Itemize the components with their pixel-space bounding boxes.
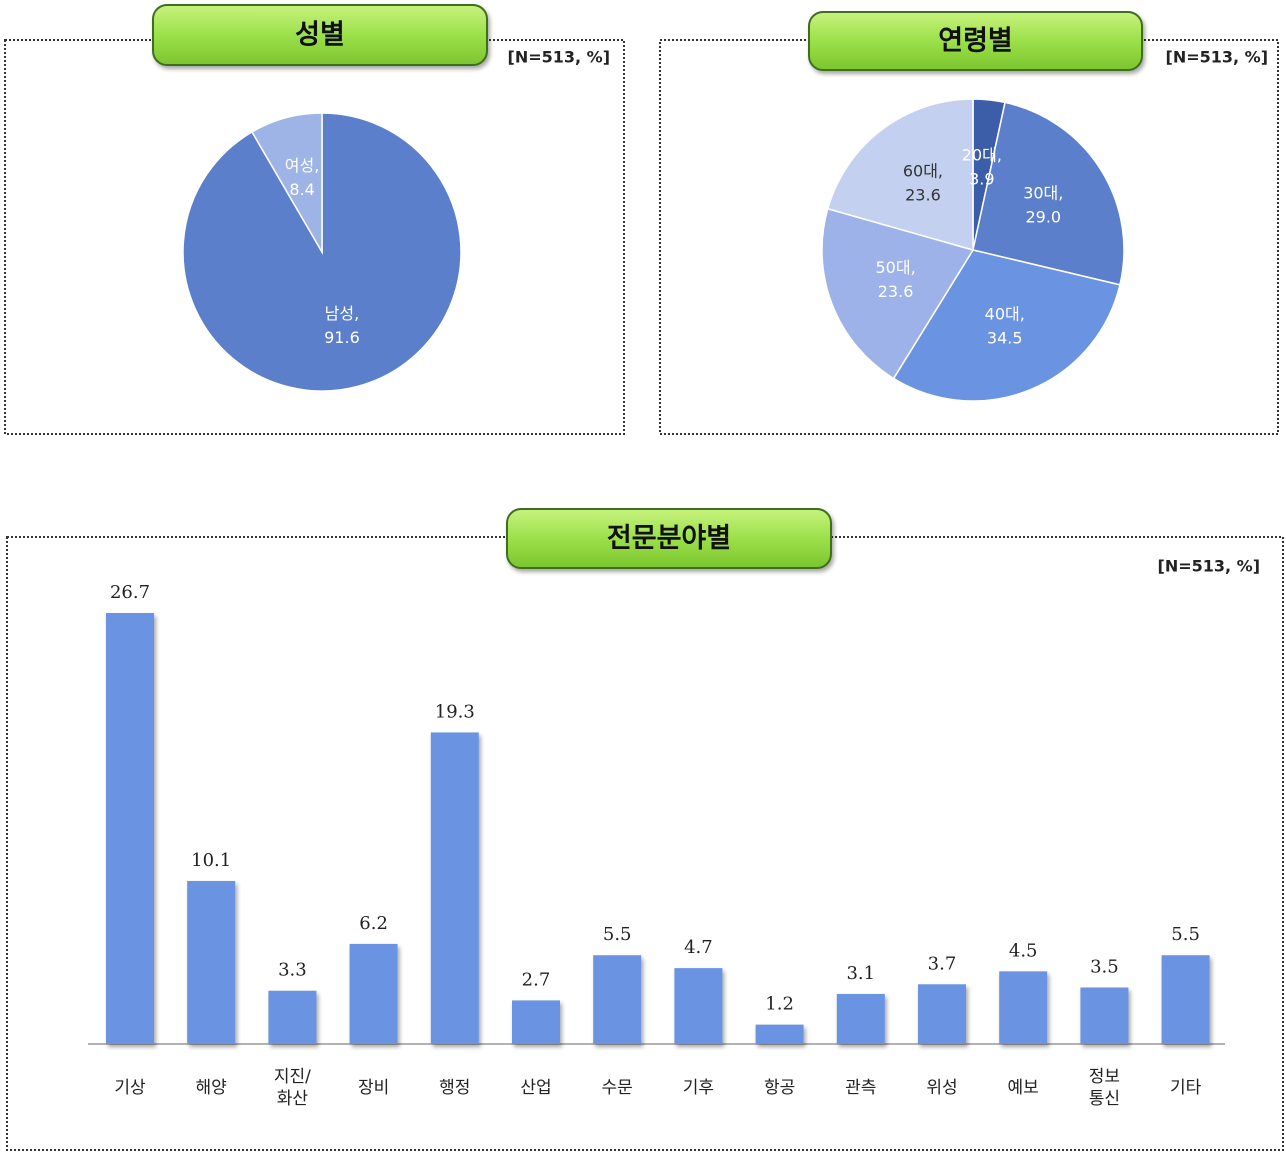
slice-category: 60대, — [903, 161, 943, 180]
slice-label: 남성, 91.6 — [324, 303, 360, 346]
slice-value: 29.0 — [1025, 207, 1061, 226]
bar — [268, 990, 317, 1044]
note: [N=513, %] — [1158, 557, 1261, 576]
value-label: 3.5 — [1090, 957, 1119, 978]
x-tick-label: 산업 — [520, 1078, 552, 1098]
slice-category: 30대, — [1023, 183, 1063, 202]
slice-label: 60대, 23.6 — [903, 161, 943, 204]
x-tick-label: 예보 — [1007, 1078, 1039, 1098]
value-label: 1.2 — [765, 994, 794, 1015]
bar — [999, 971, 1048, 1044]
pie-slice — [821, 207, 975, 380]
slice-value: 23.6 — [905, 185, 941, 204]
bar — [593, 955, 642, 1044]
x-tick-label: 위성 — [926, 1078, 958, 1098]
value-label: 19.3 — [435, 701, 475, 722]
pie-slice — [250, 112, 323, 255]
value-label: 2.7 — [522, 969, 551, 990]
bar — [106, 613, 154, 1044]
title-pill — [808, 11, 1143, 71]
slice-label: 40대, 34.5 — [985, 304, 1025, 347]
pie-slice — [972, 101, 1125, 286]
slice-value: 91.6 — [324, 327, 360, 346]
bar — [674, 968, 723, 1044]
value-label: 6.2 — [359, 913, 388, 934]
value-label: 4.7 — [684, 937, 713, 958]
slice-value: 3.9 — [969, 169, 994, 188]
x-tick-label: 행정 — [439, 1078, 471, 1098]
frame — [6, 536, 1284, 1151]
slice-value: 34.5 — [987, 328, 1023, 347]
value-label: 10.1 — [191, 850, 231, 871]
x-tick-label: 기후 — [682, 1078, 715, 1098]
slice-label: 20대, 3.9 — [962, 145, 1002, 188]
bar — [918, 984, 966, 1044]
slice-category: 남성, — [325, 303, 360, 322]
chart-title: 성별 — [295, 20, 345, 51]
value-label: 3.7 — [928, 953, 957, 974]
x-tick-label: 항공 — [763, 1078, 796, 1098]
value-label: 3.1 — [846, 963, 875, 984]
bar — [1161, 955, 1210, 1044]
chart-title: 전문분야별 — [607, 523, 731, 554]
note: [N=513, %] — [508, 48, 611, 67]
x-tick-label: 정보 통신 — [1088, 1067, 1121, 1109]
x-tick-label: 수문 — [601, 1078, 633, 1098]
title-pill — [152, 4, 488, 66]
bar — [430, 732, 479, 1044]
x-tick-label: 관측 — [845, 1078, 877, 1098]
note: [N=513, %] — [1166, 48, 1269, 67]
x-tick-label: 장비 — [357, 1078, 390, 1098]
value-label: 4.5 — [1009, 940, 1038, 961]
value-label: 5.5 — [1171, 924, 1200, 945]
slice-category: 여성, — [285, 156, 320, 175]
title-pill — [506, 508, 832, 569]
slice-category: 50대, — [875, 258, 915, 277]
pie-slice — [826, 98, 974, 251]
slice-label: 30대, 29.0 — [1023, 183, 1063, 226]
x-tick-label: 기타 — [1169, 1078, 1202, 1098]
bar — [1080, 987, 1129, 1044]
slice-label: 여성, 8.4 — [285, 156, 320, 199]
slice-label: 50대, 23.6 — [875, 258, 915, 301]
bar — [512, 1000, 560, 1044]
bar — [349, 943, 398, 1044]
slice-category: 40대, — [985, 304, 1025, 323]
bar — [755, 1024, 804, 1044]
value-label: 5.5 — [603, 924, 632, 945]
chart-title: 연령별 — [938, 26, 1013, 57]
slice-value: 23.6 — [878, 282, 914, 301]
value-label: 3.3 — [278, 960, 307, 981]
x-tick-label: 기상 — [114, 1078, 146, 1098]
slice-value: 8.4 — [289, 180, 314, 199]
bar — [187, 880, 236, 1044]
x-tick-label: 해양 — [195, 1078, 227, 1098]
x-tick-label: 지진/ 화산 — [273, 1067, 311, 1109]
bar — [836, 993, 885, 1044]
value-label: 26.7 — [110, 582, 150, 603]
slice-category: 20대, — [962, 145, 1002, 164]
